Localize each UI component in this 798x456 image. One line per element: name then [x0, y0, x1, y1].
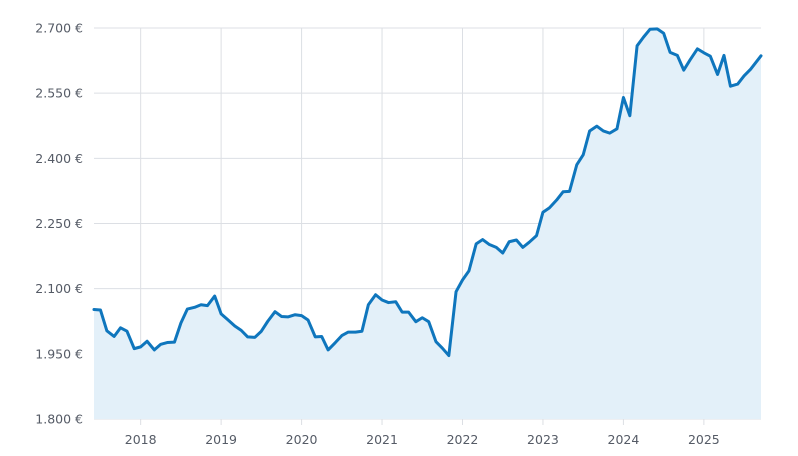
y-tick-label: 2.250 € [35, 216, 83, 231]
x-tick-label: 2023 [527, 432, 559, 447]
x-tick-label: 2018 [125, 432, 157, 447]
x-tick-label: 2025 [688, 432, 720, 447]
price-series-line [92, 27, 763, 358]
price-area-fill [94, 28, 761, 420]
y-tick-label: 1.800 € [35, 412, 83, 427]
x-tick-label: 2020 [286, 432, 318, 447]
y-axis-labels: 1.800 € 1.950 € 2.100 € 2.250 € 2.400 € 2.550… [35, 21, 83, 427]
y-tick-label: 2.550 € [35, 86, 83, 101]
y-tick-label: 2.400 € [35, 151, 83, 166]
x-axis-labels: 2018 2019 2020 2021 2022 2023 2024 2025 [125, 432, 720, 447]
y-tick-label: 1.950 € [35, 346, 83, 361]
y-tick-label: 2.100 € [35, 281, 83, 296]
x-tick-label: 2022 [447, 432, 479, 447]
x-tick-label: 2019 [205, 432, 237, 447]
x-tick-label: 2021 [366, 432, 398, 447]
y-tick-label: 2.700 € [35, 21, 83, 36]
x-tick-label: 2024 [608, 432, 640, 447]
